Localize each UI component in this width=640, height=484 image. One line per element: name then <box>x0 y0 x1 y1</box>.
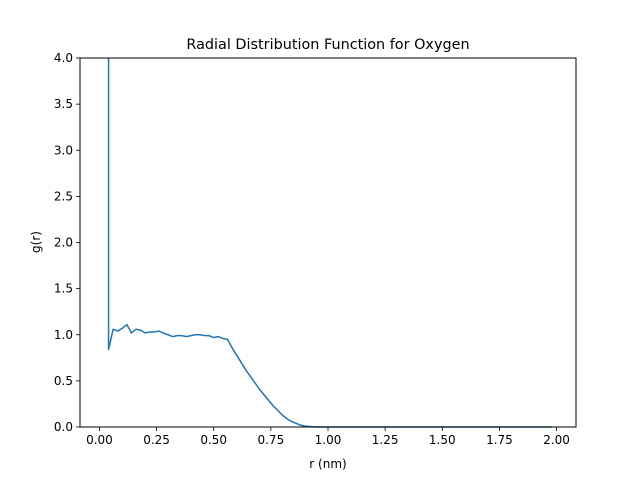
x-tick-label: 0.25 <box>143 433 170 447</box>
x-tick-label: 1.25 <box>372 433 399 447</box>
y-tick-label: 1.0 <box>54 328 73 342</box>
y-axis: 0.0 0.5 1.0 1.5 2.0 2.5 3.0 3.5 4.0 <box>54 51 80 434</box>
y-axis-label: g(r) <box>29 231 43 253</box>
chart-title: Radial Distribution Function for Oxygen <box>186 37 469 53</box>
plot-frame <box>79 57 577 428</box>
x-axis-label: r (nm) <box>309 457 346 471</box>
x-tick-label: 0.75 <box>257 433 284 447</box>
y-tick-label: 4.0 <box>54 51 73 65</box>
y-tick-label: 3.0 <box>54 143 73 157</box>
y-tick-label: 1.5 <box>54 282 73 296</box>
x-tick-label: 1.00 <box>315 433 342 447</box>
x-tick-label: 1.75 <box>486 433 513 447</box>
x-tick-label: 1.50 <box>429 433 456 447</box>
y-tick-label: 2.0 <box>54 236 73 250</box>
x-axis: 0.00 0.25 0.50 0.75 1.00 1.25 1.50 1.75 2.00 <box>86 427 570 447</box>
y-tick-label: 0.5 <box>54 374 73 388</box>
x-tick-label: 0.00 <box>86 433 113 447</box>
y-tick-label: 2.5 <box>54 189 73 203</box>
y-tick-label: 0.0 <box>54 420 73 434</box>
y-tick-label: 3.5 <box>54 97 73 111</box>
x-tick-label: 2.00 <box>543 433 570 447</box>
x-tick-label: 0.50 <box>200 433 227 447</box>
